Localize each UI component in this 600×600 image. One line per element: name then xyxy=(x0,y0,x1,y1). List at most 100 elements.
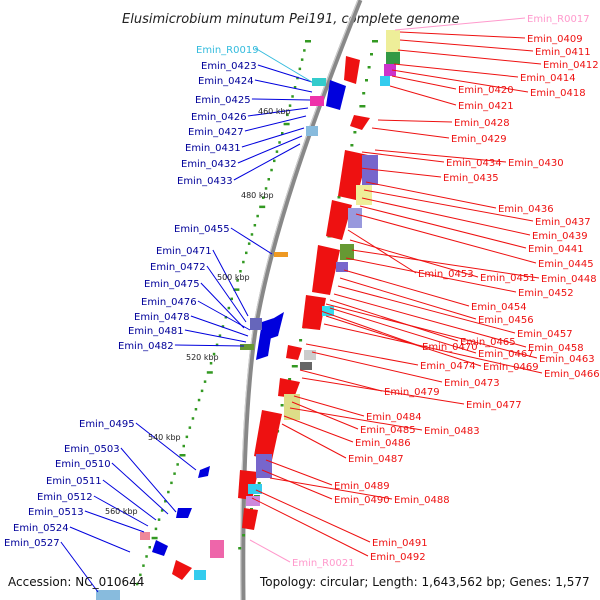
gene-label-emin-0448[interactable]: Emin_0448 xyxy=(541,274,597,285)
gene-label-emin-0430[interactable]: Emin_0430 xyxy=(508,158,564,169)
gene-label-emin-0492[interactable]: Emin_0492 xyxy=(370,552,426,563)
gene-label-emin-0463[interactable]: Emin_0463 xyxy=(539,354,595,365)
gene-label-emin-0411[interactable]: Emin_0411 xyxy=(535,47,591,58)
gene-arrow-forward[interactable] xyxy=(198,466,210,478)
gene-label-emin-0473[interactable]: Emin_0473 xyxy=(444,378,500,389)
gene-label-emin-0466[interactable]: Emin_0466 xyxy=(544,369,600,380)
rna-label[interactable]: Emin_R0017 xyxy=(527,14,590,25)
gene-label-emin-0423[interactable]: Emin_0423 xyxy=(201,61,257,72)
gene-label-emin-0484[interactable]: Emin_0484 xyxy=(366,412,422,423)
gene-label-emin-0469[interactable]: Emin_0469 xyxy=(483,362,539,373)
gene-label-emin-0435[interactable]: Emin_0435 xyxy=(443,173,499,184)
gene-label-emin-0524[interactable]: Emin_0524 xyxy=(13,523,69,534)
gene-block[interactable] xyxy=(274,252,288,257)
gene-label-emin-0476[interactable]: Emin_0476 xyxy=(141,297,197,308)
gene-arrow-forward[interactable] xyxy=(326,80,346,110)
gene-block[interactable] xyxy=(386,30,400,52)
gene-label-emin-0412[interactable]: Emin_0412 xyxy=(543,60,599,71)
gene-block[interactable] xyxy=(140,532,150,540)
gene-block[interactable] xyxy=(380,76,390,86)
gene-label-emin-0432[interactable]: Emin_0432 xyxy=(181,159,237,170)
gene-arrow-reverse[interactable] xyxy=(326,200,352,240)
gene-label-emin-0434[interactable]: Emin_0434 xyxy=(446,158,502,169)
gene-block[interactable] xyxy=(322,306,334,316)
gene-block[interactable] xyxy=(348,208,362,228)
gene-label-emin-0486[interactable]: Emin_0486 xyxy=(355,438,411,449)
gene-label-emin-0409[interactable]: Emin_0409 xyxy=(527,34,583,45)
gene-label-emin-0425[interactable]: Emin_0425 xyxy=(195,95,251,106)
gene-label-emin-0454[interactable]: Emin_0454 xyxy=(471,302,527,313)
gene-label-emin-0470[interactable]: Emin_0470 xyxy=(422,342,478,353)
gene-label-emin-0487[interactable]: Emin_0487 xyxy=(348,454,404,465)
gene-label-emin-0478[interactable]: Emin_0478 xyxy=(134,312,190,323)
gene-label-emin-0481[interactable]: Emin_0481 xyxy=(128,326,184,337)
gene-arrow-reverse[interactable] xyxy=(172,560,192,580)
gene-label-emin-0426[interactable]: Emin_0426 xyxy=(191,112,247,123)
gene-label-emin-0437[interactable]: Emin_0437 xyxy=(535,217,591,228)
gene-block[interactable] xyxy=(362,155,378,185)
gene-block[interactable] xyxy=(246,496,260,506)
gene-label-emin-0479[interactable]: Emin_0479 xyxy=(384,387,440,398)
gene-arrow-reverse[interactable] xyxy=(302,295,326,330)
gene-label-emin-0452[interactable]: Emin_0452 xyxy=(518,288,574,299)
gene-block[interactable] xyxy=(340,244,354,260)
gene-label-emin-0420[interactable]: Emin_0420 xyxy=(458,85,514,96)
gene-label-emin-0472[interactable]: Emin_0472 xyxy=(150,262,206,273)
gene-block[interactable] xyxy=(240,344,254,350)
gene-label-emin-0475[interactable]: Emin_0475 xyxy=(144,279,200,290)
gene-label-emin-0489[interactable]: Emin_0489 xyxy=(334,481,390,492)
gene-arrow-forward[interactable] xyxy=(256,318,274,360)
gene-label-emin-0431[interactable]: Emin_0431 xyxy=(185,143,241,154)
gene-label-emin-0436[interactable]: Emin_0436 xyxy=(498,204,554,215)
gene-block[interactable] xyxy=(310,96,324,106)
gene-block[interactable] xyxy=(96,590,120,600)
gene-block[interactable] xyxy=(248,484,262,494)
gene-arrow-reverse[interactable] xyxy=(254,410,282,460)
gene-label-emin-0495[interactable]: Emin_0495 xyxy=(79,419,135,430)
gene-label-emin-0477[interactable]: Emin_0477 xyxy=(466,400,522,411)
gene-block[interactable] xyxy=(306,126,318,136)
gene-block[interactable] xyxy=(384,64,396,76)
gene-block[interactable] xyxy=(336,262,348,272)
gene-arrow-forward[interactable] xyxy=(176,508,192,518)
gene-label-emin-0510[interactable]: Emin_0510 xyxy=(55,459,111,470)
rna-label[interactable]: Emin_R0019 xyxy=(196,45,259,56)
gene-label-emin-0482[interactable]: Emin_0482 xyxy=(118,341,174,352)
gene-label-emin-0458[interactable]: Emin_0458 xyxy=(528,343,584,354)
gene-label-emin-0527[interactable]: Emin_0527 xyxy=(4,538,60,549)
gene-label-emin-0465[interactable]: Emin_0465 xyxy=(460,337,516,348)
gene-label-emin-0467[interactable]: Emin_0467 xyxy=(478,349,534,360)
gene-block[interactable] xyxy=(250,318,262,330)
gene-label-emin-0474[interactable]: Emin_0474 xyxy=(420,361,476,372)
gene-label-emin-0490[interactable]: Emin_0490 xyxy=(334,495,390,506)
gene-label-emin-0421[interactable]: Emin_0421 xyxy=(458,101,514,112)
gene-label-emin-0491[interactable]: Emin_0491 xyxy=(372,538,428,549)
gene-arrow-reverse[interactable] xyxy=(312,245,340,295)
gene-label-emin-0513[interactable]: Emin_0513 xyxy=(28,507,84,518)
gene-arrow-reverse[interactable] xyxy=(242,508,258,530)
gene-label-emin-0445[interactable]: Emin_0445 xyxy=(538,259,594,270)
gene-label-emin-0503[interactable]: Emin_0503 xyxy=(64,444,120,455)
gene-label-emin-0455[interactable]: Emin_0455 xyxy=(174,224,230,235)
gene-label-emin-0414[interactable]: Emin_0414 xyxy=(520,73,576,84)
gene-label-emin-0456[interactable]: Emin_0456 xyxy=(478,315,534,326)
gene-block[interactable] xyxy=(386,52,400,64)
gene-block[interactable] xyxy=(194,570,206,580)
gene-label-emin-0483[interactable]: Emin_0483 xyxy=(424,426,480,437)
gene-label-emin-0512[interactable]: Emin_0512 xyxy=(37,492,93,503)
gene-block[interactable] xyxy=(304,350,316,360)
gene-arrow-reverse[interactable] xyxy=(350,115,370,130)
gene-label-emin-0433[interactable]: Emin_0433 xyxy=(177,176,233,187)
gene-label-emin-0511[interactable]: Emin_0511 xyxy=(46,476,102,487)
gene-label-emin-0424[interactable]: Emin_0424 xyxy=(198,76,254,87)
gene-label-emin-0451[interactable]: Emin_0451 xyxy=(480,273,536,284)
gene-arrow-reverse[interactable] xyxy=(286,345,302,360)
gene-arrow-reverse[interactable] xyxy=(344,56,360,84)
gene-block[interactable] xyxy=(356,185,372,205)
gene-label-emin-0441[interactable]: Emin_0441 xyxy=(528,244,584,255)
gene-label-emin-0427[interactable]: Emin_0427 xyxy=(188,127,244,138)
gene-arrow-forward[interactable] xyxy=(152,540,168,556)
gene-arrow-reverse[interactable] xyxy=(338,150,368,200)
gene-arrow-reverse[interactable] xyxy=(278,378,300,398)
rna-label[interactable]: Emin_R0021 xyxy=(292,558,355,569)
